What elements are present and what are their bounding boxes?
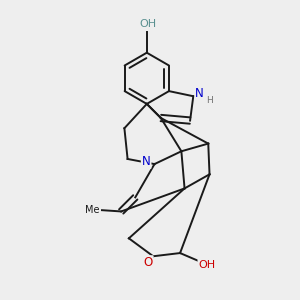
Text: O: O [143, 256, 153, 269]
Text: H: H [207, 96, 213, 105]
Text: OH: OH [140, 19, 157, 29]
Text: Me: Me [85, 205, 99, 214]
Text: N: N [142, 155, 151, 168]
Text: N: N [195, 86, 204, 100]
Text: OH: OH [198, 260, 215, 270]
